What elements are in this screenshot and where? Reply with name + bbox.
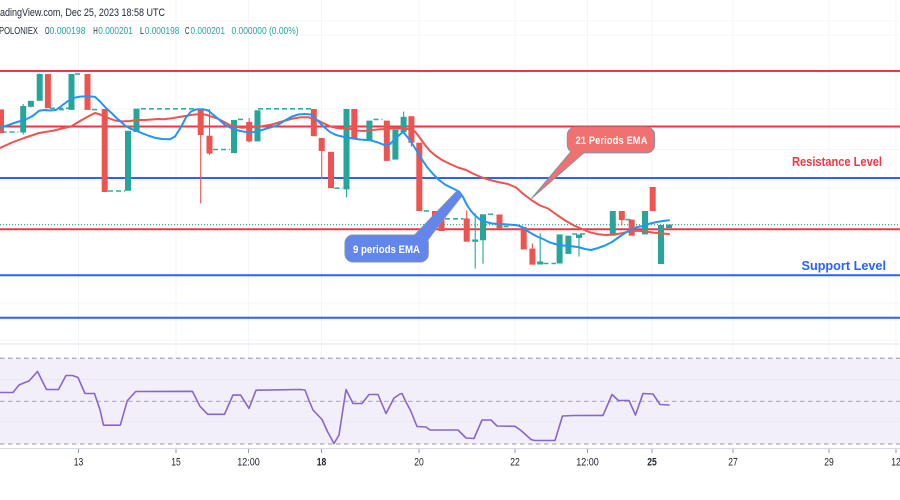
svg-text:Resistance Level: Resistance Level	[792, 154, 882, 169]
svg-text:H: H	[93, 26, 98, 37]
svg-text:0.000201: 0.000201	[191, 26, 226, 37]
svg-text:adingView.com, Dec 25, 2023 18: adingView.com, Dec 25, 2023 18:58 UTC	[0, 7, 165, 19]
svg-text:0.000000 (0.00%): 0.000000 (0.00%)	[232, 26, 299, 37]
svg-text:27: 27	[728, 457, 738, 469]
svg-text:13: 13	[74, 457, 84, 469]
svg-text:15: 15	[171, 457, 181, 469]
svg-text:12: 12	[891, 457, 900, 469]
svg-text:25: 25	[647, 457, 657, 469]
svg-text:Support Level: Support Level	[802, 258, 887, 273]
svg-text:9 periods EMA: 9 periods EMA	[353, 244, 420, 256]
svg-text:O: O	[45, 26, 50, 37]
svg-text:0.000198: 0.000198	[145, 26, 180, 37]
svg-text:0.000198: 0.000198	[50, 26, 86, 37]
svg-text:12:00: 12:00	[576, 457, 599, 469]
svg-text:POLONIEX: POLONIEX	[0, 26, 38, 37]
svg-text:12:00: 12:00	[237, 457, 260, 469]
svg-text:29: 29	[824, 457, 834, 469]
svg-text:21 Periods EMA: 21 Periods EMA	[576, 135, 648, 147]
svg-text:L: L	[140, 26, 144, 37]
svg-text:0.000201: 0.000201	[98, 26, 133, 37]
svg-text:C: C	[185, 26, 190, 37]
svg-text:22: 22	[510, 457, 520, 469]
svg-text:18: 18	[317, 457, 327, 469]
svg-text:20: 20	[414, 457, 424, 469]
